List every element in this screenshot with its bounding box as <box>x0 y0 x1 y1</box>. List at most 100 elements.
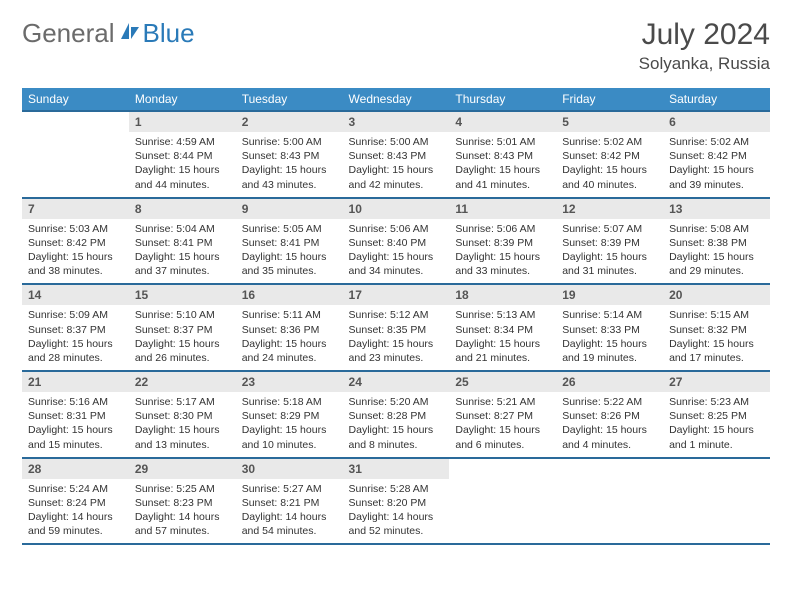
day-number: 6 <box>663 112 770 132</box>
day-details: Sunrise: 5:02 AMSunset: 8:42 PMDaylight:… <box>556 132 663 197</box>
day-details: Sunrise: 5:10 AMSunset: 8:37 PMDaylight:… <box>129 305 236 370</box>
day-number: 26 <box>556 372 663 392</box>
calendar-cell: 27Sunrise: 5:23 AMSunset: 8:25 PMDayligh… <box>663 371 770 458</box>
logo-word-blue: Blue <box>143 18 195 49</box>
calendar-cell: 24Sunrise: 5:20 AMSunset: 8:28 PMDayligh… <box>343 371 450 458</box>
day-details: Sunrise: 5:00 AMSunset: 8:43 PMDaylight:… <box>236 132 343 197</box>
calendar-cell: 26Sunrise: 5:22 AMSunset: 8:26 PMDayligh… <box>556 371 663 458</box>
day-number: 31 <box>343 459 450 479</box>
logo-word-general: General <box>22 18 115 49</box>
calendar-cell: 30Sunrise: 5:27 AMSunset: 8:21 PMDayligh… <box>236 458 343 545</box>
calendar-cell: 7Sunrise: 5:03 AMSunset: 8:42 PMDaylight… <box>22 198 129 285</box>
calendar-body: 1Sunrise: 4:59 AMSunset: 8:44 PMDaylight… <box>22 111 770 544</box>
day-number: 9 <box>236 199 343 219</box>
calendar-cell <box>22 111 129 198</box>
header-bar: General Blue July 2024 Solyanka, Russia <box>22 18 770 74</box>
day-number: 19 <box>556 285 663 305</box>
calendar-cell: 22Sunrise: 5:17 AMSunset: 8:30 PMDayligh… <box>129 371 236 458</box>
day-details: Sunrise: 5:14 AMSunset: 8:33 PMDaylight:… <box>556 305 663 370</box>
day-number: 10 <box>343 199 450 219</box>
calendar-row: 28Sunrise: 5:24 AMSunset: 8:24 PMDayligh… <box>22 458 770 545</box>
weekday-header: Tuesday <box>236 88 343 111</box>
day-details: Sunrise: 5:15 AMSunset: 8:32 PMDaylight:… <box>663 305 770 370</box>
day-number: 20 <box>663 285 770 305</box>
day-details: Sunrise: 5:28 AMSunset: 8:20 PMDaylight:… <box>343 479 450 544</box>
weekday-header: Saturday <box>663 88 770 111</box>
day-number: 8 <box>129 199 236 219</box>
day-number: 29 <box>129 459 236 479</box>
calendar-cell: 1Sunrise: 4:59 AMSunset: 8:44 PMDaylight… <box>129 111 236 198</box>
calendar-cell <box>449 458 556 545</box>
day-details: Sunrise: 5:18 AMSunset: 8:29 PMDaylight:… <box>236 392 343 457</box>
calendar-cell: 15Sunrise: 5:10 AMSunset: 8:37 PMDayligh… <box>129 284 236 371</box>
calendar-cell: 9Sunrise: 5:05 AMSunset: 8:41 PMDaylight… <box>236 198 343 285</box>
calendar-cell: 3Sunrise: 5:00 AMSunset: 8:43 PMDaylight… <box>343 111 450 198</box>
calendar-row: 21Sunrise: 5:16 AMSunset: 8:31 PMDayligh… <box>22 371 770 458</box>
calendar-row: 7Sunrise: 5:03 AMSunset: 8:42 PMDaylight… <box>22 198 770 285</box>
calendar-cell: 6Sunrise: 5:02 AMSunset: 8:42 PMDaylight… <box>663 111 770 198</box>
calendar-cell: 4Sunrise: 5:01 AMSunset: 8:43 PMDaylight… <box>449 111 556 198</box>
page-title: July 2024 <box>639 18 770 52</box>
calendar-cell: 29Sunrise: 5:25 AMSunset: 8:23 PMDayligh… <box>129 458 236 545</box>
day-details: Sunrise: 5:13 AMSunset: 8:34 PMDaylight:… <box>449 305 556 370</box>
calendar-cell <box>663 458 770 545</box>
calendar-cell: 20Sunrise: 5:15 AMSunset: 8:32 PMDayligh… <box>663 284 770 371</box>
day-number: 12 <box>556 199 663 219</box>
day-number: 25 <box>449 372 556 392</box>
day-details: Sunrise: 5:06 AMSunset: 8:40 PMDaylight:… <box>343 219 450 284</box>
day-details: Sunrise: 4:59 AMSunset: 8:44 PMDaylight:… <box>129 132 236 197</box>
day-details: Sunrise: 5:27 AMSunset: 8:21 PMDaylight:… <box>236 479 343 544</box>
calendar-cell: 19Sunrise: 5:14 AMSunset: 8:33 PMDayligh… <box>556 284 663 371</box>
weekday-header: Wednesday <box>343 88 450 111</box>
day-number: 14 <box>22 285 129 305</box>
day-number: 11 <box>449 199 556 219</box>
day-details: Sunrise: 5:20 AMSunset: 8:28 PMDaylight:… <box>343 392 450 457</box>
day-details: Sunrise: 5:01 AMSunset: 8:43 PMDaylight:… <box>449 132 556 197</box>
day-number: 13 <box>663 199 770 219</box>
day-number: 28 <box>22 459 129 479</box>
day-number: 21 <box>22 372 129 392</box>
day-number: 1 <box>129 112 236 132</box>
day-details: Sunrise: 5:00 AMSunset: 8:43 PMDaylight:… <box>343 132 450 197</box>
day-number: 16 <box>236 285 343 305</box>
day-number: 27 <box>663 372 770 392</box>
calendar-cell: 31Sunrise: 5:28 AMSunset: 8:20 PMDayligh… <box>343 458 450 545</box>
calendar-cell: 5Sunrise: 5:02 AMSunset: 8:42 PMDaylight… <box>556 111 663 198</box>
day-details: Sunrise: 5:07 AMSunset: 8:39 PMDaylight:… <box>556 219 663 284</box>
calendar-cell: 11Sunrise: 5:06 AMSunset: 8:39 PMDayligh… <box>449 198 556 285</box>
calendar-row: 1Sunrise: 4:59 AMSunset: 8:44 PMDaylight… <box>22 111 770 198</box>
calendar-cell: 10Sunrise: 5:06 AMSunset: 8:40 PMDayligh… <box>343 198 450 285</box>
day-details: Sunrise: 5:09 AMSunset: 8:37 PMDaylight:… <box>22 305 129 370</box>
weekday-header: Sunday <box>22 88 129 111</box>
calendar-cell: 16Sunrise: 5:11 AMSunset: 8:36 PMDayligh… <box>236 284 343 371</box>
day-number: 17 <box>343 285 450 305</box>
calendar-cell: 8Sunrise: 5:04 AMSunset: 8:41 PMDaylight… <box>129 198 236 285</box>
day-number: 5 <box>556 112 663 132</box>
day-number: 23 <box>236 372 343 392</box>
location-subtitle: Solyanka, Russia <box>639 54 770 74</box>
day-details: Sunrise: 5:05 AMSunset: 8:41 PMDaylight:… <box>236 219 343 284</box>
day-number: 30 <box>236 459 343 479</box>
calendar-cell: 14Sunrise: 5:09 AMSunset: 8:37 PMDayligh… <box>22 284 129 371</box>
day-details: Sunrise: 5:08 AMSunset: 8:38 PMDaylight:… <box>663 219 770 284</box>
calendar-cell: 2Sunrise: 5:00 AMSunset: 8:43 PMDaylight… <box>236 111 343 198</box>
day-details: Sunrise: 5:03 AMSunset: 8:42 PMDaylight:… <box>22 219 129 284</box>
calendar-cell: 28Sunrise: 5:24 AMSunset: 8:24 PMDayligh… <box>22 458 129 545</box>
day-number: 22 <box>129 372 236 392</box>
calendar-cell: 25Sunrise: 5:21 AMSunset: 8:27 PMDayligh… <box>449 371 556 458</box>
day-details: Sunrise: 5:17 AMSunset: 8:30 PMDaylight:… <box>129 392 236 457</box>
day-details: Sunrise: 5:11 AMSunset: 8:36 PMDaylight:… <box>236 305 343 370</box>
day-number: 15 <box>129 285 236 305</box>
calendar-cell: 17Sunrise: 5:12 AMSunset: 8:35 PMDayligh… <box>343 284 450 371</box>
day-number: 2 <box>236 112 343 132</box>
calendar-cell: 12Sunrise: 5:07 AMSunset: 8:39 PMDayligh… <box>556 198 663 285</box>
day-number: 3 <box>343 112 450 132</box>
weekday-header: Friday <box>556 88 663 111</box>
calendar-cell: 23Sunrise: 5:18 AMSunset: 8:29 PMDayligh… <box>236 371 343 458</box>
day-details: Sunrise: 5:24 AMSunset: 8:24 PMDaylight:… <box>22 479 129 544</box>
day-details: Sunrise: 5:21 AMSunset: 8:27 PMDaylight:… <box>449 392 556 457</box>
calendar-cell: 21Sunrise: 5:16 AMSunset: 8:31 PMDayligh… <box>22 371 129 458</box>
logo: General Blue <box>22 18 195 49</box>
day-details: Sunrise: 5:22 AMSunset: 8:26 PMDaylight:… <box>556 392 663 457</box>
sail-icon <box>119 21 141 46</box>
